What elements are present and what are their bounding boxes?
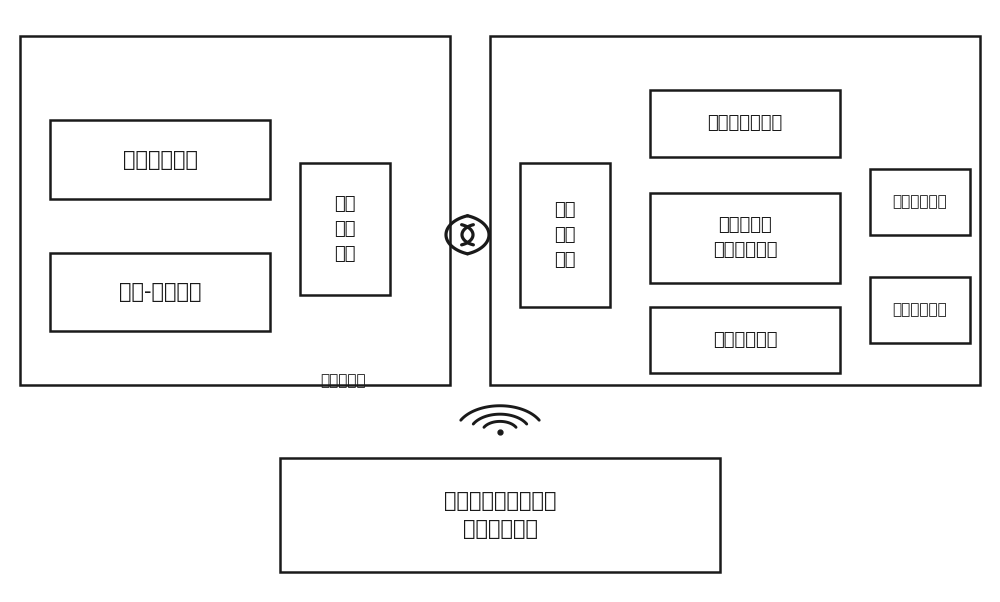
Text: 无线
网关
模块: 无线 网关 模块	[334, 195, 356, 262]
Bar	[650, 90, 840, 157]
Bar	[300, 163, 390, 295]
Text: 故障数据库模块: 故障数据库模块	[707, 114, 783, 132]
Bar	[490, 36, 980, 385]
Bar	[870, 169, 970, 235]
Bar	[20, 36, 450, 385]
Bar	[280, 458, 720, 572]
Bar	[650, 193, 840, 283]
Text: 运维抚修人员: 运维抚修人员	[893, 303, 947, 317]
Bar	[650, 307, 840, 373]
Text: 故障工单模块: 故障工单模块	[893, 194, 947, 209]
Text: 收费-结算模块: 收费-结算模块	[119, 282, 201, 302]
Text: 故障分析及
综合处理模块: 故障分析及 综合处理模块	[713, 216, 777, 259]
Text: 异常监控模块: 异常监控模块	[122, 149, 198, 170]
Text: 财务管理模块: 财务管理模块	[713, 331, 777, 349]
Bar	[870, 277, 970, 343]
Text: 带参二维码: 带参二维码	[320, 373, 366, 388]
Bar	[520, 163, 610, 307]
Text: 充电用户手持终端机
（智能手机）: 充电用户手持终端机 （智能手机）	[444, 491, 556, 539]
Text: 无线
网关
模块: 无线 网关 模块	[554, 201, 576, 268]
Bar	[50, 120, 270, 199]
Bar	[50, 253, 270, 331]
